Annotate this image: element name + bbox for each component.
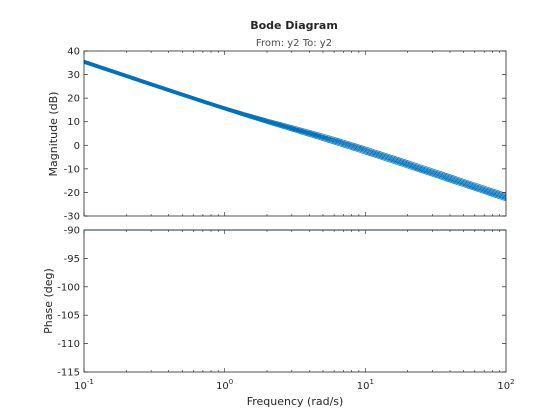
magnitude-series-line [83,61,507,195]
y-tick-label: -105 [57,311,80,322]
magnitude-axis-label: Magnitude (dB) [47,92,60,177]
x-tick-label: 100 [216,378,233,392]
y-tick-label: -10 [64,164,80,175]
y-tick-label: -95 [64,254,80,265]
y-tick-label: 10 [67,117,80,128]
frequency-axis-label: Frequency (rad/s) [247,395,344,408]
y-tick-label: -90 [64,226,80,237]
magnitude-series-line [83,62,507,198]
y-tick-label: 0 [74,141,80,152]
chart-title: Bode Diagram [250,19,338,32]
y-tick-label: 30 [67,70,80,81]
phase-axis-label: Phase (deg) [42,268,55,334]
magnitude-series-line [83,63,507,199]
magnitude-series-line [83,62,507,197]
x-tick-label: 102 [497,378,514,392]
y-tick-label: -100 [57,282,80,293]
y-tick-label: -20 [64,188,80,199]
y-tick-label: 20 [67,94,80,105]
x-tick-label: 10-1 [74,378,94,392]
magnitude-series-line [83,60,507,194]
magnitude-axes-box [83,50,507,217]
phase-axes-box [83,229,507,373]
y-tick-label: -30 [64,212,80,223]
y-tick-label: 40 [67,47,80,58]
x-tick-label: 101 [357,378,374,392]
axis-ticks: 403020100-10-20-30-90-95-100-105-110-115… [57,47,514,393]
y-tick-label: -115 [57,368,80,379]
y-tick-label: -110 [57,339,80,350]
chart-subtitle: From: y2 To: y2 [256,38,332,49]
magnitude-curves [83,59,507,202]
